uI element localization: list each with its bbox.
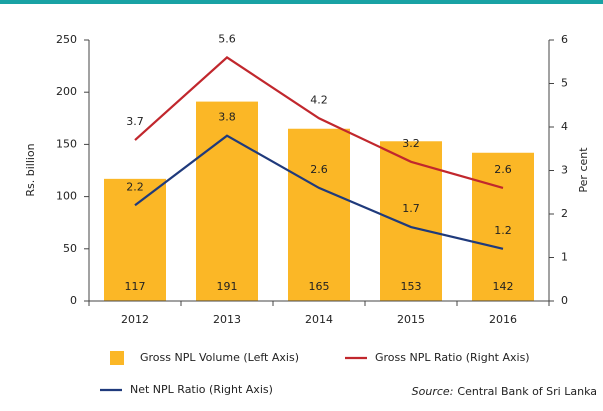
bar-value-label: 142 [493,280,514,293]
y2-tick-label: 1 [561,251,568,264]
bar-value-label: 153 [401,280,422,293]
legend-swatch [110,351,124,365]
x-tick-label: 2015 [397,313,425,326]
bar [196,101,258,301]
source: Source: Central Bank of Sri Lanka [412,385,597,398]
line-value-label: 5.6 [218,32,236,45]
bar [472,152,534,301]
x-tick-label: 2012 [121,313,149,326]
line-value-label: 3.2 [402,137,420,150]
y2-axis-label: Per cent [577,147,590,193]
x-tick-label: 2014 [305,313,333,326]
line-value-label: 3.8 [218,111,236,124]
line-series [134,134,504,250]
bar-value-label: 117 [125,280,146,293]
line-value-label: 2.6 [494,163,512,176]
y-tick-label: 250 [56,33,77,46]
line-value-label: 4.2 [310,93,328,106]
line-value-label: 3.7 [126,115,144,128]
bar [288,128,350,301]
line-value-label: 2.6 [310,163,328,176]
y2-tick-label: 3 [561,164,568,177]
y2-tick-label: 0 [561,294,568,307]
line-series [134,56,504,189]
bar-value-label: 165 [309,280,330,293]
bar [104,178,166,301]
line-value-label: 1.2 [494,224,512,237]
source-text: Central Bank of Sri Lanka [457,385,597,398]
legend-label: Net NPL Ratio (Right Axis) [130,383,273,396]
y-tick-label: 150 [56,137,77,150]
line-value-label: 2.2 [126,180,144,193]
y2-tick-label: 2 [561,207,568,220]
y2-tick-label: 5 [561,77,568,90]
bar-value-label: 191 [217,280,238,293]
y-tick-label: 50 [63,242,77,255]
y-tick-label: 0 [70,294,77,307]
y2-tick-label: 4 [561,120,568,133]
x-tick-label: 2016 [489,313,517,326]
y-tick-label: 200 [56,85,77,98]
y-tick-label: 100 [56,190,77,203]
bar [380,141,442,301]
source-label: Source: [412,385,454,398]
y2-tick-label: 6 [561,33,568,46]
y-axis-label: Rs. billion [24,143,37,196]
legend-label: Gross NPL Volume (Left Axis) [140,351,299,364]
header-band [0,0,603,4]
x-tick-label: 2013 [213,313,241,326]
legend-label: Gross NPL Ratio (Right Axis) [375,351,530,364]
line-value-label: 1.7 [402,202,420,215]
